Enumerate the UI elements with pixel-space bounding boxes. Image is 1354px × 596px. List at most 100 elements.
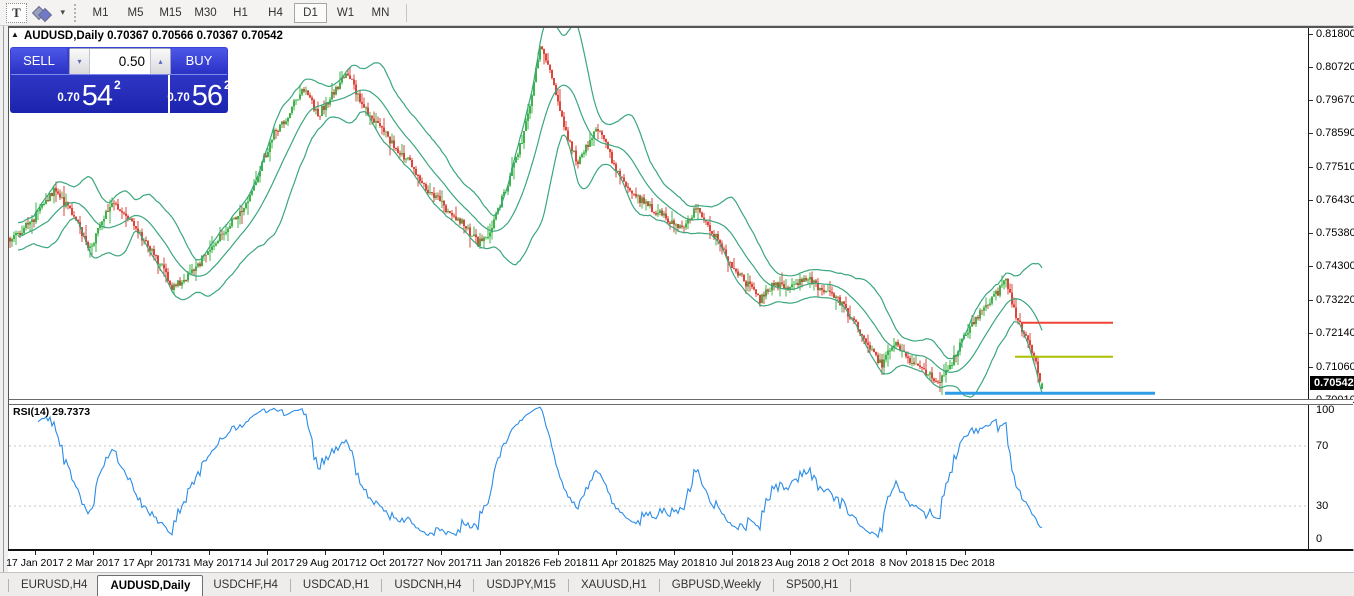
symbol-tab-sp500-h1[interactable]: SP500,H1 [786,579,839,591]
symbol-tab-eurusd-h4[interactable]: EURUSD,H4 [21,579,88,591]
axis-tick [1309,299,1313,301]
axis-tick [1309,99,1313,101]
tab-separator [289,578,291,592]
tabs-container: EURUSD,H4 AUDUSD,Daily USDCHF,H4 USDCAD,H1 U… [6,573,853,596]
chart-tab-bar: EURUSD,H4 AUDUSD,Daily USDCHF,H4 USDCAD,H1 U… [0,572,1354,596]
chart-bottom-border [8,549,1353,551]
sell-price-sup: 2 [113,78,121,92]
axis-tick [1309,366,1313,368]
spinner-up-icon: ▴ [158,57,163,66]
date-axis-label: 23 Aug 2018 [761,557,821,569]
volume-decrease-button[interactable]: ▾ [70,49,90,74]
tab-separator [567,578,569,592]
axis-tick [790,551,792,555]
timeframe-button-m15[interactable]: M15 [159,6,182,19]
date-axis-label: 10 Jul 2018 [705,557,760,569]
window-frame-line [8,26,9,572]
palette-button[interactable]: ▾ [31,4,65,22]
trade-panel-gap [168,75,170,113]
rsi-value: 29.7373 [52,406,91,418]
axis-tick [1309,33,1313,35]
symbol-tab-usdchf-h4[interactable]: USDCHF,H4 [213,579,278,591]
sell-button[interactable]: SELL [11,48,67,73]
symbol-tab-usdjpy-m15[interactable]: USDJPY,M15 [486,579,556,591]
rsi-plot[interactable] [9,405,1308,549]
chart-title-ohlc: 0.70367 0.70566 0.70367 0.70542 [107,30,283,42]
date-axis-label: 27 Nov 2017 [412,557,472,569]
price-axis-label: 0.80720 [1316,61,1354,74]
rsi-name: RSI(14) [13,406,50,418]
tab-separator [850,578,852,592]
panel-splitter [9,404,1353,405]
axis-tick [732,551,733,555]
text-tool-button[interactable]: T [6,2,27,23]
timeframe-button-h4[interactable]: H4 [268,6,283,19]
timeframe-button-w1[interactable]: W1 [336,6,355,19]
chart-toolbar: T ▾ M1 M5 M15 M30 H1 H4 D1 W1 MN [0,0,1354,26]
date-axis-label: 12 Oct 2017 [355,557,413,569]
timeframe-button-d1[interactable]: D1 [294,2,327,23]
toolbar-drag-handle[interactable] [74,3,76,22]
price-axis-separator [1308,28,1309,549]
axis-tick [1309,133,1313,135]
panel-splitter[interactable] [9,400,1353,404]
bear-candle-bodies [9,46,1042,383]
bollinger-middle-band [17,84,1043,373]
timeframe-button-mn[interactable]: MN [371,6,390,19]
rsi-axis-label: 0 [1316,533,1323,545]
axis-tick [1309,166,1313,168]
axis-tick [673,551,675,555]
timeframe-button-group: M1 M5 M15 M30 H1 H4 D1 W1 MN [83,2,398,23]
date-axis[interactable]: 17 Jan 2017 2 Mar 2017 17 Apr 2017 31 May 2… [6,551,1354,572]
price-axis-label: 0.76430 [1316,194,1354,207]
tab-separator [473,578,475,592]
date-axis-label: 29 Aug 2017 [296,557,356,569]
bollinger-upper-band [17,28,1043,360]
rsi-axis-label: 30 [1316,500,1329,512]
timeframe-button-m5[interactable]: M5 [127,6,144,19]
window-frame-line [8,26,1353,28]
symbol-tab-audusd-daily[interactable]: AUDUSD,Daily [97,574,204,596]
sell-price[interactable]: 0.70 54 2 [10,75,168,113]
trade-panel-prices: 0.70 54 2 0.70 56 2 [10,75,231,113]
date-axis-label: 11 Jan 2018 [471,557,529,569]
volume-increase-button[interactable]: ▴ [150,49,170,74]
symbol-tab-usdcnh-h4[interactable]: USDCNH,H4 [394,579,462,591]
timeframe-button-m1[interactable]: M1 [92,6,109,19]
rsi-axis-label: 70 [1316,440,1329,452]
volume-input[interactable] [90,49,150,74]
axis-tick [557,551,559,555]
price-axis-label: 0.74300 [1316,260,1354,273]
axis-tick [1309,333,1313,335]
panel-splitter[interactable] [9,399,1353,400]
rsi-axis-label: 100 [1316,404,1335,416]
symbol-tab-gbpusd-weekly[interactable]: GBPUSD,Weekly [671,579,762,591]
price-axis-label: 0.75380 [1316,226,1354,239]
bull-candle-bodies [10,46,1044,389]
price-axis-label: 0.81800 [1316,27,1354,40]
timeframe-button-m30[interactable]: M30 [194,6,217,19]
date-axis-label: 25 May 2018 [644,557,705,569]
buy-price-sup: 2 [223,78,231,92]
date-axis-label: 26 Feb 2018 [528,557,588,569]
date-axis-label: 11 Apr 2018 [588,557,645,569]
buy-price-big: 56 [191,79,223,112]
symbol-tab-usdcad-h1[interactable]: USDCAD,H1 [302,579,370,591]
axis-tick [441,551,443,555]
price-axis-label: 0.79670 [1316,93,1354,106]
collapse-triangle-icon[interactable]: ▲ [11,30,19,39]
date-axis-label: 14 Jul 2017 [240,557,295,569]
date-axis-label: 15 Dec 2018 [935,557,995,569]
rsi-indicator-label: RSI(14) 29.7373 [13,406,90,418]
price-axis-label: 0.73220 [1316,293,1354,306]
timeframe-button-h1[interactable]: H1 [233,6,248,19]
price-axis[interactable]: 0.81800 0.80720 0.79670 0.78590 0.77510 0.764… [1309,28,1354,549]
axis-tick [92,551,94,555]
axis-tick [208,551,210,555]
symbol-tab-xauusd-h1[interactable]: XAUUSD,H1 [580,579,647,591]
buy-price[interactable]: 0.70 56 2 [167,75,231,113]
toolbar-separator [406,3,407,22]
axis-tick [1309,200,1313,202]
buy-button[interactable]: BUY [171,48,227,73]
